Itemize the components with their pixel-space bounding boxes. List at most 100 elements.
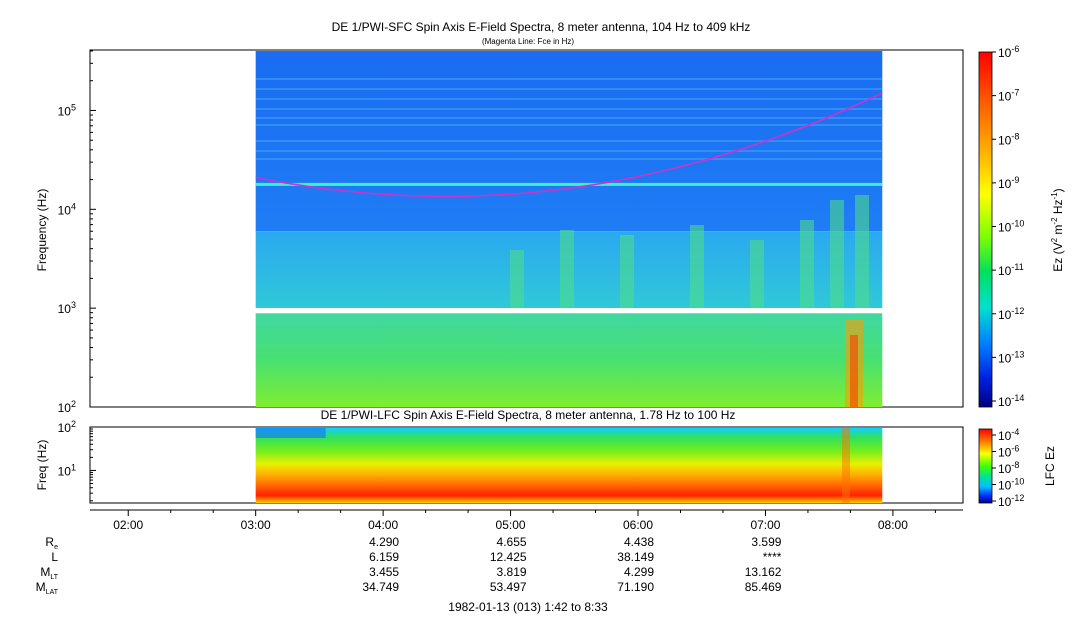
ephemeris-value: 4.655 [497,535,527,549]
sfc-cbar-label: 10-8 [998,131,1019,147]
lfc-cbar-label-exp: -8 [1011,460,1019,470]
ephemeris-value: 4.438 [624,535,654,549]
sfc-ytick-label: 102 [58,399,76,415]
sfc-cbar-label-base: 10 [998,177,1012,191]
sfc-cbar-label-exp: -11 [1011,262,1023,272]
ephemeris-row-label: MLT [40,565,58,581]
time-tick-label: 07:00 [750,518,780,532]
sfc-stripe [255,124,883,126]
ephemeris-value: 6.159 [369,550,399,564]
sfc-ytick-label-exp: 5 [71,102,76,112]
lfc-spectrogram [255,428,883,503]
sfc-emission [690,225,704,309]
sfc-cbar-label-base: 10 [998,308,1012,322]
ephemeris-value: 3.455 [369,565,399,579]
ephemeris-value: 3.599 [751,535,781,549]
lfc-cbar-label-exp: -6 [1011,444,1019,454]
sfc-cbar-label: 10-7 [998,88,1019,104]
lfc-ytick-label-base: 10 [58,464,72,478]
sfc-cbar-label: 10-13 [998,349,1024,365]
lfc-cbar-label: 10-6 [998,444,1019,460]
lfc-cbar-label-base: 10 [998,462,1012,476]
sfc-cbar-label: 10-6 [998,44,1019,60]
sfc-cbar-label: 10-9 [998,175,1019,191]
sfc-emission [800,220,814,309]
ephemeris-value: 71.190 [617,580,654,594]
time-tick-label: 03:00 [241,518,271,532]
sfc-cbar-label-exp: -14 [1011,393,1024,403]
lfc-cbar-label-exp: -12 [1011,493,1024,503]
sfc-colorbar-label-a: Ez (V [1051,242,1065,271]
sfc-cbar-label-exp: -9 [1011,175,1019,185]
sfc-stripe [255,78,883,80]
sfc-cyan-line [255,182,883,186]
ephemeris-row-label: MLAT [36,580,59,596]
sfc-colorbar-label-g: ) [1051,188,1065,192]
sfc-stripe [255,150,883,152]
lfc-cbar-label: 10-12 [998,493,1024,509]
ephemeris-table: Re 4.290 4.655 4.438 3.599 L 6.159 12.425 38.149… [36,535,782,596]
sfc-ytick-label-base: 10 [58,401,72,415]
time-axis: 02:00 03:00 04:00 05:00 06:00 07:00 08:00 [90,509,963,532]
sfc-cbar-label: 10-12 [998,306,1024,322]
date-footer: 1982-01-13 (013) 1:42 to 8:33 [448,600,608,614]
sfc-cbar-label: 10-14 [998,393,1024,409]
sfc-stripe [255,98,883,100]
ephemeris-label-base: M [36,580,46,594]
lfc-colorbar-gradient [978,428,993,504]
ephemeris-value: 12.425 [490,550,527,564]
lfc-cbar-label-base: 10 [998,495,1012,509]
sfc-cbar-label-base: 10 [998,46,1012,60]
sfc-colorbar-label-c: m [1051,225,1065,238]
sfc-emission [750,240,764,309]
sfc-colorbar-ticks: 10-610-710-810-910-1010-1110-1210-1310-1… [992,44,1024,409]
ephemeris-row-label: L [51,550,58,564]
ephemeris-value: 53.497 [490,580,527,594]
sfc-emission [510,250,524,309]
ephemeris-value: 13.162 [745,565,782,579]
sfc-ytick-label-base: 10 [58,203,72,217]
ephemeris-value: **** [763,550,782,564]
time-tick-label: 04:00 [368,518,398,532]
sfc-stripe [255,117,883,119]
sfc-cbar-label: 10-10 [998,219,1024,235]
lfc-ytick-label-base: 10 [58,421,72,435]
sfc-emission [560,230,574,309]
time-tick-label: 06:00 [623,518,653,532]
ephemeris-value: 4.290 [369,535,399,549]
sfc-cbar-label-base: 10 [998,90,1012,104]
ephemeris-value: 3.819 [497,565,527,579]
sfc-ytick-label: 104 [58,201,76,217]
sfc-subtitle: (Magenta Line: Fce in Hz) [482,37,574,46]
sfc-colorbar-label-e: Hz [1051,199,1065,217]
lfc-ytick-label: 101 [58,462,76,478]
lfc-colorbar-label: LFC Ez [1043,446,1057,486]
lfc-cbar-label-base: 10 [998,429,1012,443]
lfc-title: DE 1/PWI-LFC Spin Axis E-Field Spectra, … [321,408,736,422]
sfc-ytick-label: 103 [58,300,76,316]
ephemeris-label-sub: LAT [46,589,59,596]
sfc-cbar-label-base: 10 [998,395,1012,409]
ephemeris-value: 85.469 [745,580,782,594]
lfc-ytick-label-exp: 1 [71,462,76,472]
sfc-stripe [255,88,883,90]
lfc-cbar-label-exp: -10 [1011,477,1024,487]
fce-line [255,92,883,198]
lfc-cbar-label: 10-8 [998,460,1019,476]
ephemeris-value: 38.149 [617,550,654,564]
sfc-cbar-label-exp: -6 [1011,44,1019,54]
sfc-gap [255,308,883,314]
sfc-ytick-label-exp: 2 [71,399,76,409]
sfc-cbar-label-base: 10 [998,221,1012,235]
lfc-cbar-label: 10-10 [998,477,1024,493]
lfc-ylabel: Freq (Hz) [35,440,49,491]
sfc-cbar-label-exp: -10 [1011,219,1024,229]
lfc-cbar-label-base: 10 [998,479,1012,493]
ephemeris-label-sub: e [54,544,58,551]
